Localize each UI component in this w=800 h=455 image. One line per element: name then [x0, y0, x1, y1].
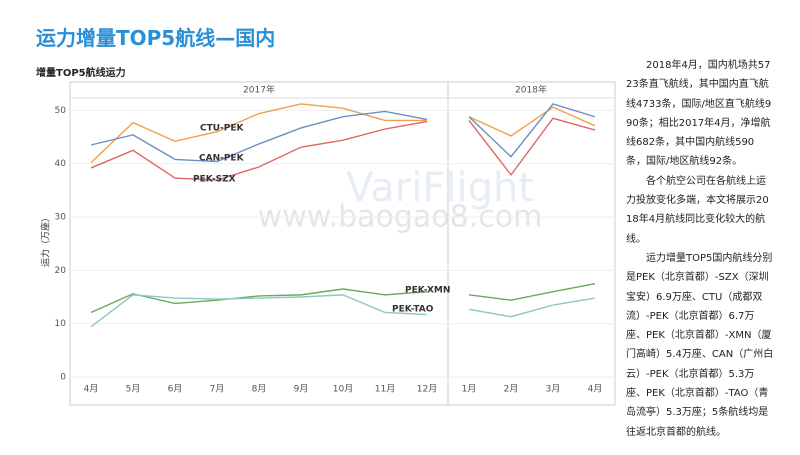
series-line: [90, 103, 427, 164]
x-tick-label: 11月: [375, 384, 395, 395]
y-tick-label: 50: [55, 106, 67, 116]
x-tick-label: 1月: [462, 384, 477, 395]
x-tick-label: 12月: [417, 384, 437, 395]
series-line: [90, 120, 428, 181]
paragraph: 各个航空公司在各航线上运力投放变化多端，本文将展示2018年4月航线同比变化较大…: [626, 175, 769, 245]
x-tick-label: 4月: [588, 384, 603, 395]
series-line: [468, 106, 596, 137]
slide-title: 运力增量TOP5航线—国内: [36, 26, 276, 50]
y-tick-label: 0: [60, 373, 66, 383]
x-tick-label: 7月: [210, 384, 225, 395]
series-line: [90, 110, 428, 163]
x-tick-label: 5月: [126, 384, 141, 395]
series-label: PEK-SZX: [193, 175, 236, 185]
y-axis-label: 运力（万座）: [40, 213, 52, 267]
x-tick-label: 4月: [84, 384, 99, 395]
paragraph: 2018年4月，国内机场共5723条直飞航线，其中国内直飞航线4733条，国际/…: [626, 60, 772, 168]
x-tick-label: 8月: [252, 384, 267, 395]
series-line: [90, 294, 428, 328]
y-tick-label: 20: [55, 266, 67, 276]
y-tick-label: 40: [55, 159, 67, 169]
y-tick-label: 30: [55, 213, 67, 223]
paragraph: 运力增量TOP5国内航线分别是PEK（北京首都）-SZX（深圳宝安）6.9万座、…: [626, 252, 774, 438]
series-label: CTU-PEK: [200, 124, 245, 134]
chart: 增量TOP5航线运力 运力（万座） VariFlight www.baogao8…: [36, 66, 616, 406]
series-line: [90, 288, 428, 314]
text-column: 2018年4月，国内机场共5723条直飞航线，其中国内直飞航线4733条，国际/…: [626, 56, 774, 442]
series-label: PEK-TAO: [392, 305, 434, 315]
chart-title: 增量TOP5航线运力: [36, 66, 126, 79]
plot-frame: [69, 81, 616, 406]
series-label: CAN-PEK: [199, 154, 245, 164]
series-label: PEK-XMN: [405, 286, 450, 296]
watermark: VariFlight: [346, 165, 534, 211]
x-tick-label: 6月: [168, 384, 183, 395]
x-tick-label: 10月: [333, 384, 353, 395]
x-tick-label: 2月: [504, 384, 519, 395]
x-tick-label: 3月: [546, 384, 561, 395]
series-line: [468, 103, 596, 158]
x-tick-label: 9月: [294, 384, 309, 395]
y-tick-label: 10: [55, 319, 67, 329]
series-line: [468, 297, 596, 318]
group-label: 2018年: [515, 84, 547, 96]
group-label: 2017年: [243, 84, 275, 96]
series-line: [468, 117, 596, 177]
series-line: [468, 282, 596, 301]
